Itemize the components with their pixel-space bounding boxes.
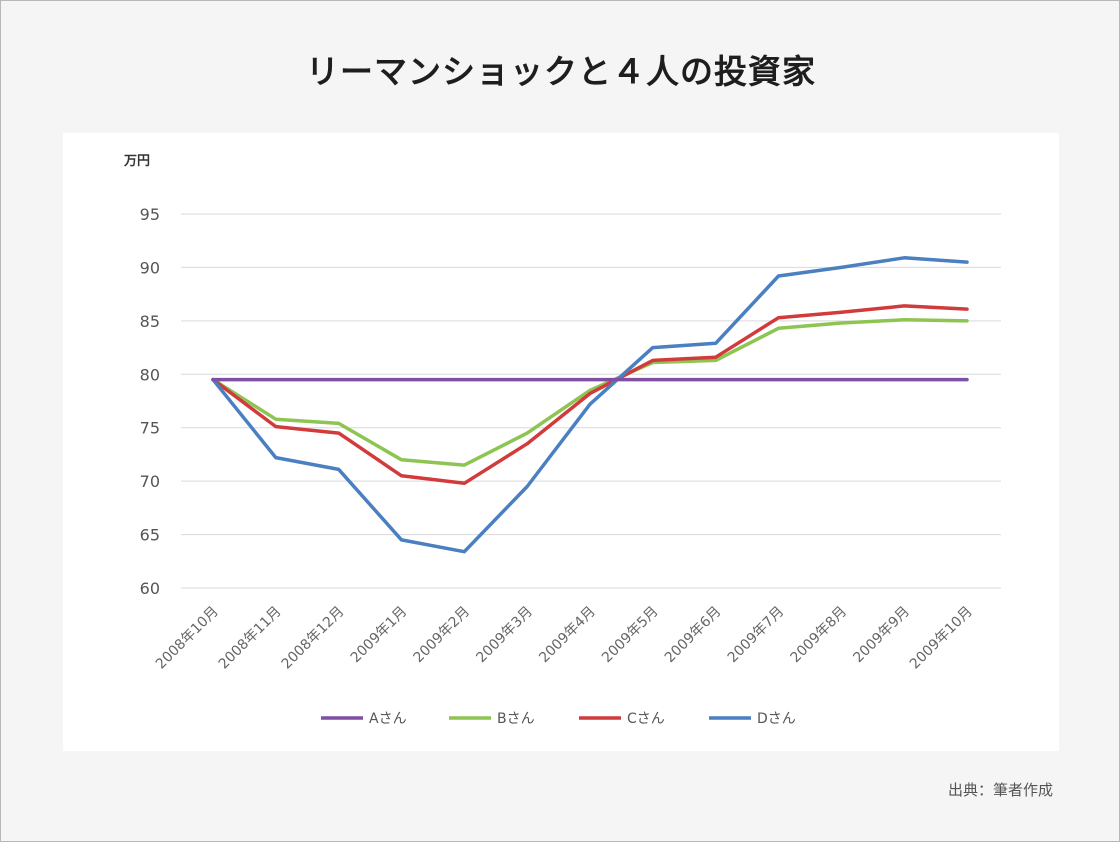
x-tick-label: 2009年6月 xyxy=(662,604,725,667)
source-note: 出典：筆者作成 xyxy=(947,781,1053,799)
x-tick-label: 2008年11月 xyxy=(216,604,285,673)
line-chart: 万円 60 65 70 75 80 85 90 95 2008年10月2008年11月2008年1… xyxy=(123,154,1001,727)
x-tick-label: 2009年1月 xyxy=(348,604,411,667)
y-tick-label: 95 xyxy=(140,205,160,224)
page-title: リーマンショックと４人の投資家 xyxy=(306,52,816,91)
legend-label: Cさん xyxy=(627,711,665,727)
x-tick-label: 2008年10月 xyxy=(153,604,222,673)
y-tick-label: 75 xyxy=(140,419,160,438)
y-tick-label: 65 xyxy=(140,526,160,545)
x-tick-label: 2009年8月 xyxy=(788,604,851,667)
legend-label: Aさん xyxy=(369,711,407,727)
y-tick-label: 80 xyxy=(140,365,160,384)
y-tick-label: 85 xyxy=(140,312,160,331)
y-tick-label: 60 xyxy=(140,579,160,598)
x-tick-label: 2009年9月 xyxy=(850,604,913,667)
y-axis-unit-label: 万円 xyxy=(123,154,150,169)
series-line-Dさん xyxy=(211,256,969,554)
x-tick-label: 2009年10月 xyxy=(907,604,976,673)
x-tick-label: 2009年5月 xyxy=(599,604,662,667)
chart-panel: 万円 60 65 70 75 80 85 90 95 2008年10月 2008年11月 2008年1… xyxy=(63,133,1059,751)
series-line-Bさん xyxy=(211,318,969,467)
y-tick-label: 70 xyxy=(140,472,160,491)
series-line-Cさん xyxy=(211,304,969,486)
x-tick-label: 2009年4月 xyxy=(536,604,599,667)
legend-label: Bさん xyxy=(497,711,535,727)
x-tick-label: 2009年2月 xyxy=(411,604,474,667)
x-tick-label: 2009年3月 xyxy=(473,604,536,667)
x-tick-label: 2009年7月 xyxy=(725,604,788,667)
y-tick-label: 90 xyxy=(140,258,160,277)
x-tick-label: 2008年12月 xyxy=(279,604,348,673)
legend-label: Dさん xyxy=(757,711,796,727)
